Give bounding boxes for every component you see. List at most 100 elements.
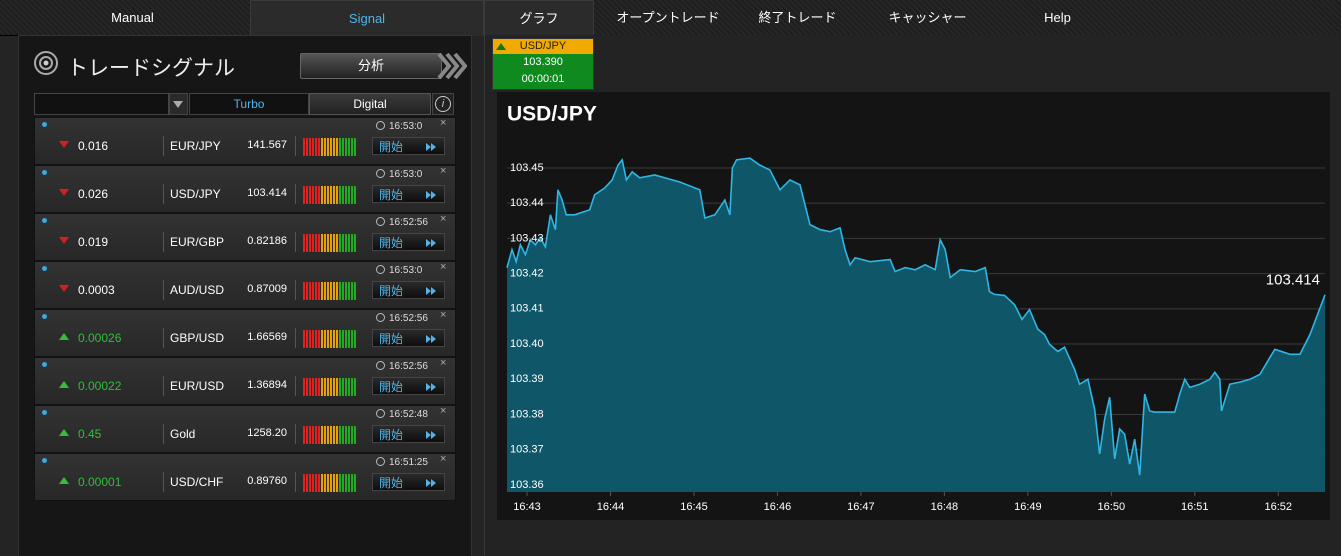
- meter-bar: [348, 138, 350, 156]
- sep: [163, 424, 164, 444]
- start-button[interactable]: 開始: [372, 185, 445, 203]
- nav-item[interactable]: Manual: [111, 10, 154, 25]
- clock-icon: [376, 217, 385, 226]
- meter-bar: [327, 282, 329, 300]
- meter-bar: [321, 426, 323, 444]
- meter-bar: [354, 138, 356, 156]
- turbo-tab[interactable]: Turbo: [189, 93, 309, 115]
- meter-bar: [330, 234, 332, 252]
- meter-bar: [318, 474, 320, 492]
- change: 0.00026: [78, 331, 122, 345]
- sep: [295, 472, 296, 492]
- meter-bar: [315, 282, 317, 300]
- dropdown-arrow[interactable]: [169, 93, 188, 115]
- meter-bar: [342, 186, 344, 204]
- meter-bar: [351, 474, 353, 492]
- close[interactable]: ×: [440, 117, 447, 129]
- change: 0.0003: [78, 283, 115, 297]
- clock-icon: [376, 121, 385, 130]
- start-button[interactable]: 開始: [372, 281, 445, 299]
- meter-bar: [339, 426, 341, 444]
- meter-bar: [321, 474, 323, 492]
- arrow-down: [59, 141, 69, 148]
- start-button[interactable]: 開始: [372, 233, 445, 251]
- meter-bar: [348, 474, 350, 492]
- meter-bar: [324, 426, 326, 444]
- start-button[interactable]: 開始: [372, 377, 445, 395]
- sep: [295, 136, 296, 156]
- close[interactable]: ×: [440, 213, 447, 225]
- meter-bar: [345, 474, 347, 492]
- meter-bar: [348, 378, 350, 396]
- y-tick-label: 103.40: [510, 338, 544, 350]
- meter-bar: [303, 234, 305, 252]
- chevrons: [437, 53, 467, 79]
- meter-bar: [321, 234, 323, 252]
- analyze-button[interactable]: 分析: [300, 53, 442, 79]
- nav-item[interactable]: キャッシャー: [888, 10, 967, 25]
- meter-bar: [303, 378, 305, 396]
- meter-bar: [306, 282, 308, 300]
- ticker-pair-text: USD/JPY: [519, 40, 567, 52]
- nav-item[interactable]: オープントレード: [616, 10, 720, 25]
- meter-bar: [315, 186, 317, 204]
- nav-item[interactable]: Help: [1044, 10, 1071, 25]
- sep: [295, 184, 296, 204]
- meter-bar: [351, 138, 353, 156]
- digital-tab[interactable]: Digital: [309, 93, 431, 115]
- x-tick-label: 16:45: [680, 501, 708, 513]
- info-button[interactable]: i: [432, 93, 454, 115]
- last-value-label: 103.414: [1266, 272, 1320, 289]
- price: 0.82186: [247, 235, 287, 247]
- meter-bar: [336, 426, 338, 444]
- nav-item[interactable]: 終了トレード: [758, 10, 837, 25]
- filter-dropdown[interactable]: [34, 93, 169, 115]
- meter-bar: [354, 330, 356, 348]
- meter-bar: [342, 426, 344, 444]
- ticker-price: 103.390: [523, 56, 563, 68]
- meter-bar: [309, 234, 311, 252]
- start-button[interactable]: 開始: [372, 329, 445, 347]
- meter-bar: [309, 186, 311, 204]
- close[interactable]: ×: [440, 261, 447, 273]
- y-tick-label: 103.36: [510, 479, 544, 491]
- close[interactable]: ×: [440, 453, 447, 465]
- x-tick-label: 16:46: [764, 501, 792, 513]
- clock-icon: [376, 169, 385, 178]
- meter-bar: [324, 234, 326, 252]
- y-tick-label: 103.37: [510, 444, 544, 456]
- meter-bar: [303, 186, 305, 204]
- meter-bar: [321, 330, 323, 348]
- time: 16:52:56: [389, 217, 428, 228]
- meter-bar: [342, 474, 344, 492]
- close[interactable]: ×: [440, 309, 447, 321]
- start-button[interactable]: 開始: [372, 473, 445, 491]
- meter-bar: [324, 186, 326, 204]
- y-tick-label: 103.38: [510, 408, 544, 420]
- meter-bar: [321, 282, 323, 300]
- meter-bar: [333, 378, 335, 396]
- nav-item[interactable]: グラフ: [484, 0, 594, 36]
- close[interactable]: ×: [440, 357, 447, 369]
- meter-bar: [309, 138, 311, 156]
- meter-bar: [354, 426, 356, 444]
- start-button[interactable]: 開始: [372, 425, 445, 443]
- meter-bar: [348, 330, 350, 348]
- signal-row: 0.016 EUR/JPY 141.567 16:53:0 × 開始: [34, 117, 456, 165]
- ticker-timer: 00:00:01: [521, 73, 565, 85]
- meter-bar: [354, 282, 356, 300]
- clock-icon: [376, 361, 385, 370]
- meter-bar: [318, 234, 320, 252]
- y-tick-label: 103.42: [510, 268, 544, 280]
- start-button[interactable]: 開始: [372, 137, 445, 155]
- meter-bar: [306, 138, 308, 156]
- line: [506, 157, 1326, 476]
- close[interactable]: ×: [440, 165, 447, 177]
- meter-bar: [327, 378, 329, 396]
- x-tick-label: 16:48: [931, 501, 959, 513]
- close[interactable]: ×: [440, 405, 447, 417]
- clock-icon: [376, 409, 385, 418]
- change: 0.45: [78, 427, 102, 441]
- nav-item[interactable]: Signal: [250, 0, 484, 36]
